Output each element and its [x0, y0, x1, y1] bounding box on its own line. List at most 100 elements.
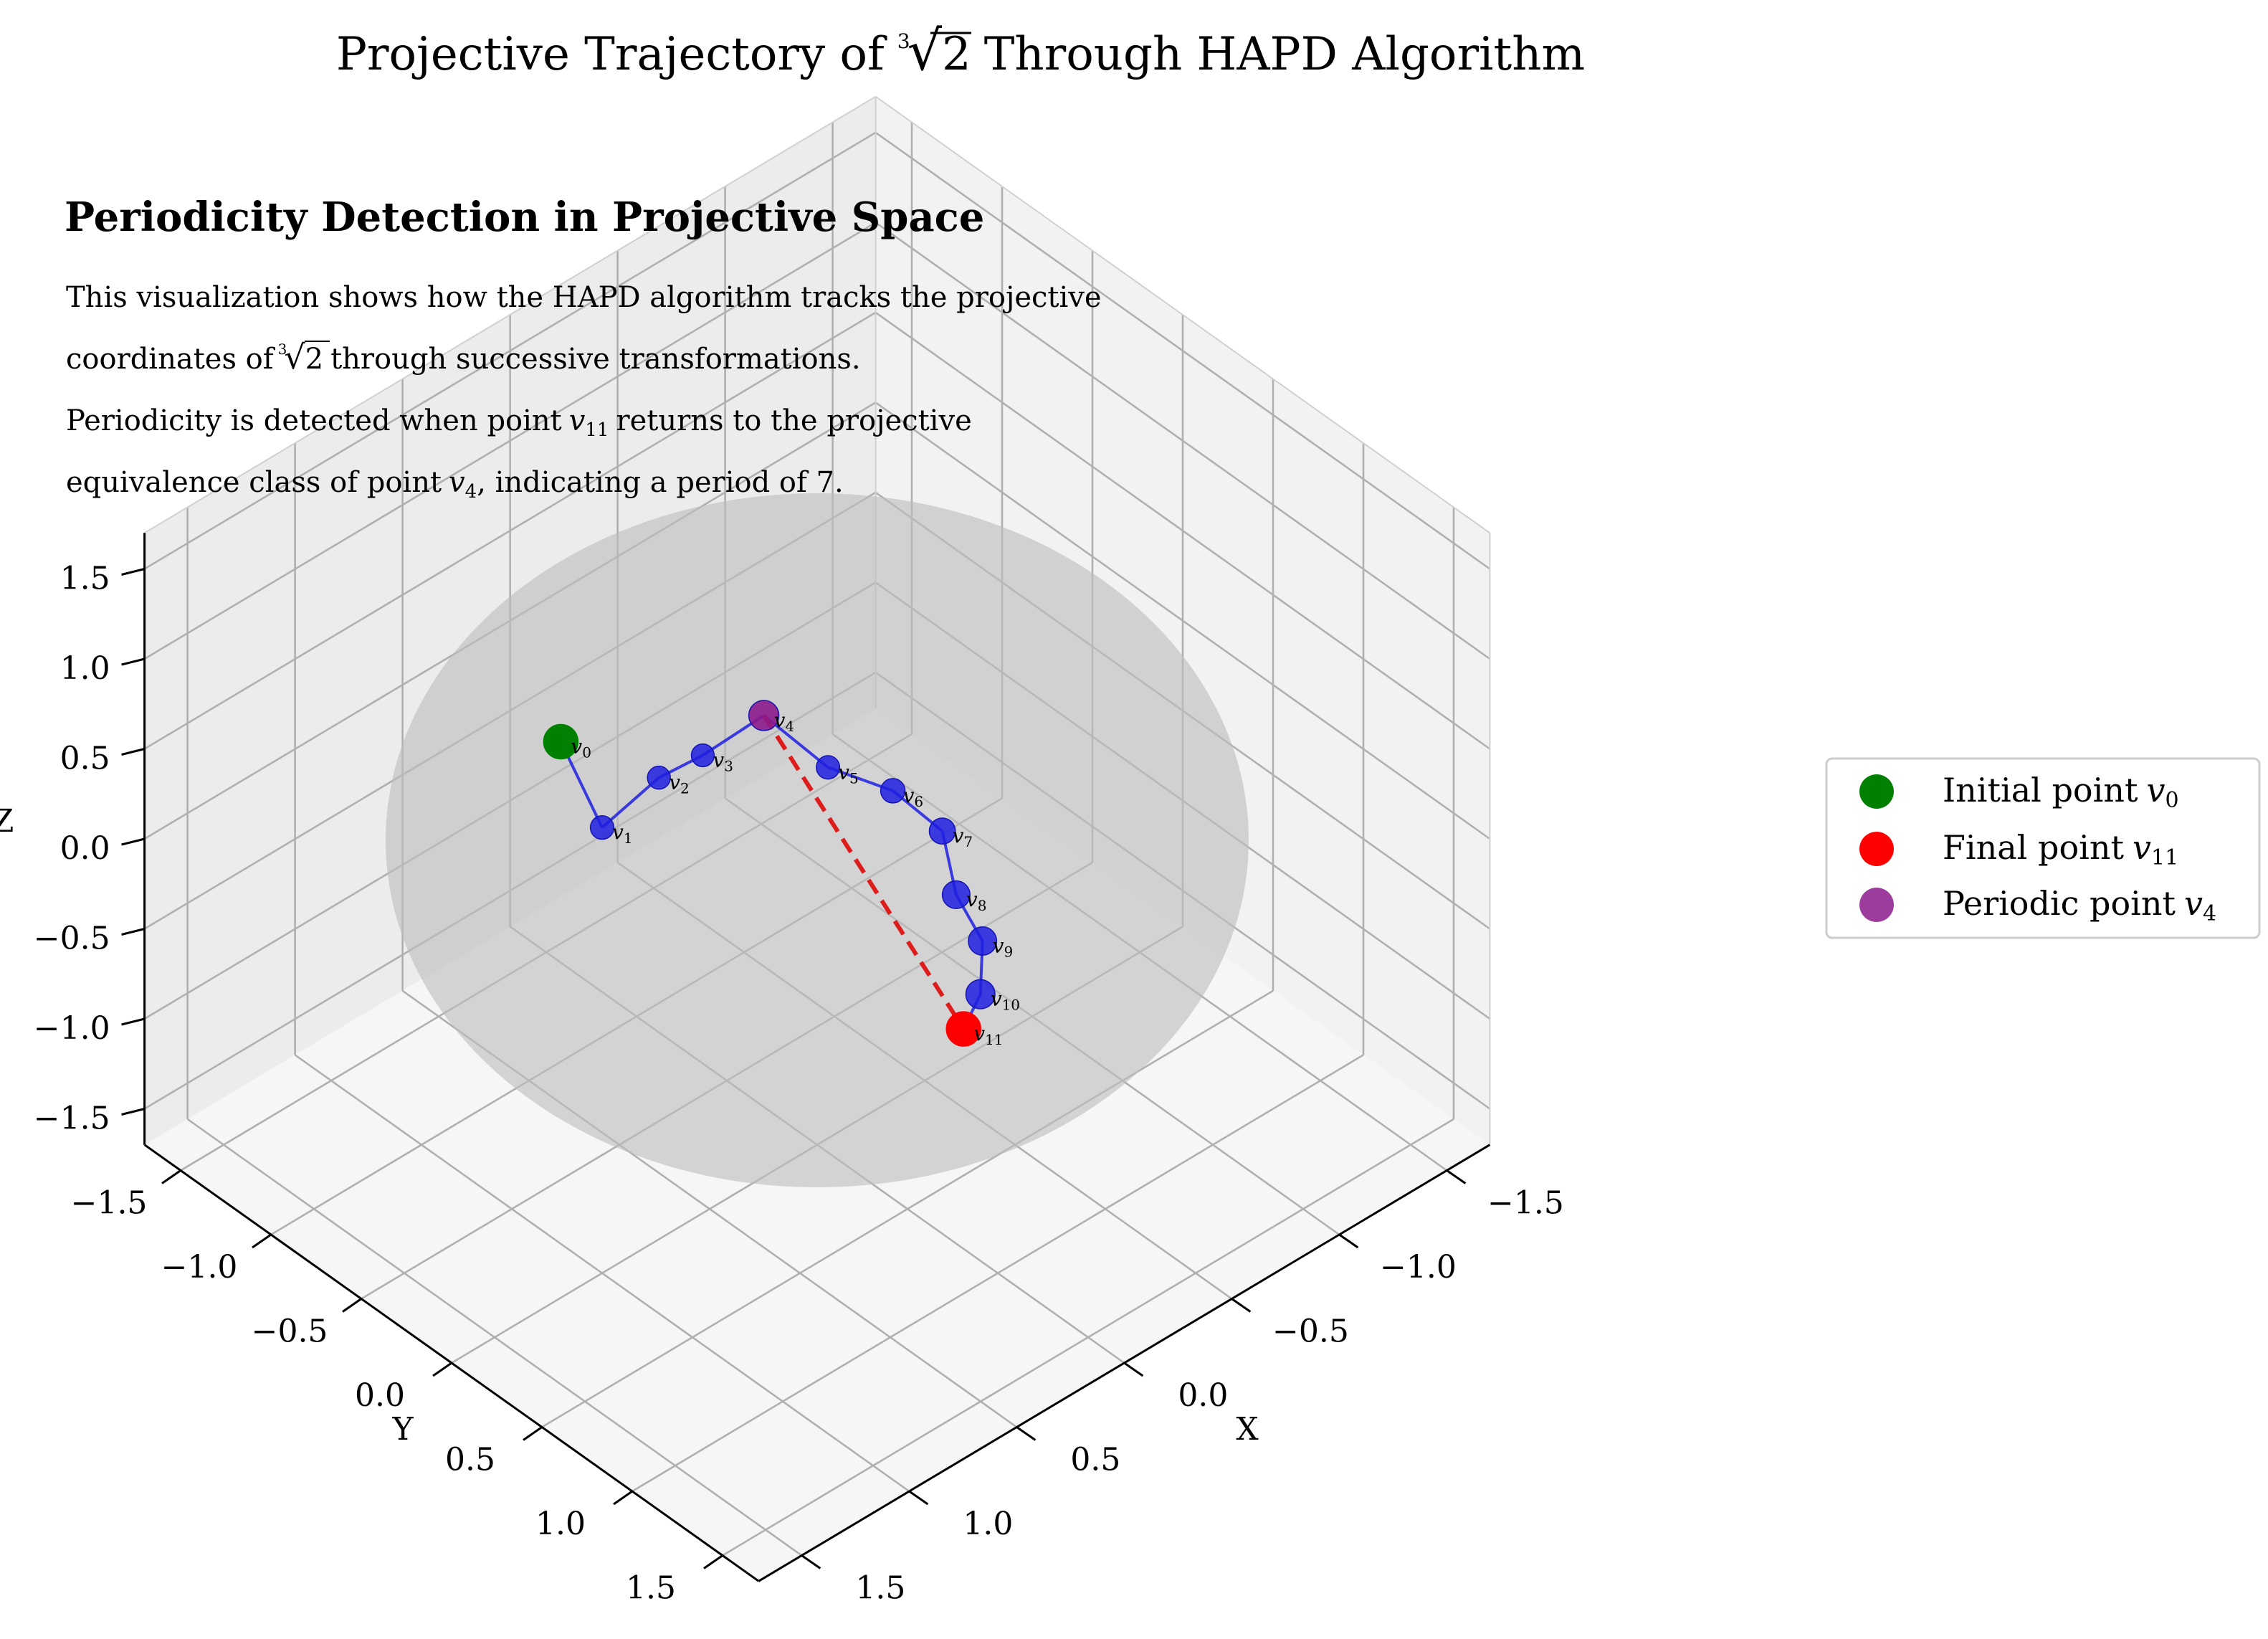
trajectory-point-label: v3: [713, 748, 733, 774]
trajectory-point-label: v6: [903, 784, 924, 810]
gridline-pane-x-horizontal: [875, 311, 1491, 750]
gridline-pane-y-horizontal: [143, 222, 877, 660]
z-axis-label: Z: [0, 803, 14, 840]
annotation-line-3: Periodicity is detected when point v11 ret…: [66, 404, 972, 441]
z-tick-label: −1.5: [34, 1101, 110, 1137]
period-link-line: [762, 714, 966, 1030]
trajectory-point-label: v9: [993, 934, 1014, 961]
point-label-sub: 9: [1004, 944, 1013, 961]
trajectory-point-label: v2: [669, 771, 690, 797]
y-tick-label: −1.5: [71, 1185, 148, 1222]
trajectory-point: [928, 817, 956, 845]
point-label-var: v: [973, 1022, 985, 1045]
y-tick-label: 0.5: [445, 1442, 495, 1478]
legend-frame: [1825, 757, 2261, 939]
trajectory-point: [965, 979, 996, 1009]
z-tick: [121, 568, 145, 576]
trajectory-point-label: v5: [838, 760, 859, 787]
y-tick: [252, 1233, 272, 1249]
x-axis-label: X: [1236, 1411, 1259, 1448]
point-label-var: v: [953, 824, 964, 847]
y-tick-label: 0.0: [355, 1377, 405, 1414]
y-axis-label: Y: [391, 1411, 414, 1448]
x-tick: [1338, 1233, 1359, 1249]
z-tick: [121, 928, 145, 936]
trajectory-point-label: v4: [774, 708, 795, 735]
trajectory-point-label: v0: [571, 735, 591, 761]
trajectory-point-label: v1: [612, 820, 633, 847]
x-axis-line: [758, 1144, 1491, 1582]
x-tick-label: 1.0: [963, 1506, 1013, 1542]
point-label-sub: 2: [680, 780, 690, 797]
x-tick-label: −0.5: [1272, 1313, 1349, 1350]
point-label-var: v: [669, 771, 680, 794]
x-tick-label: 0.5: [1070, 1442, 1120, 1478]
legend-label-initial: Initial point v0: [1943, 771, 2179, 813]
point-label-sub: 3: [724, 757, 733, 774]
annotation-line-2: coordinates of 3√2 through successive tran…: [66, 338, 861, 376]
title-radicand: 2: [942, 28, 971, 81]
pane-edge: [875, 95, 1490, 534]
x-tick: [1123, 1362, 1144, 1377]
y-tick: [703, 1554, 723, 1569]
y-tick: [342, 1298, 362, 1313]
y-tick-label: −0.5: [252, 1313, 328, 1350]
y-tick-label: −1.0: [161, 1249, 238, 1286]
point-label-sub: 8: [978, 897, 987, 914]
point-label-var: v: [612, 820, 624, 844]
periodic-point-marker: [748, 700, 780, 731]
point-label-sub: 6: [914, 793, 923, 810]
trajectory-point: [647, 765, 671, 790]
annotation-line-4: equivalence class of point v4, indicating…: [66, 466, 844, 503]
point-label-sub: 10: [1002, 997, 1020, 1014]
gridline-pane-x-horizontal: [875, 222, 1491, 660]
gridline-floor-y: [632, 1054, 1364, 1493]
annotation-heading: Periodicity Detection in Projective Spac…: [65, 194, 984, 241]
gridline-floor-x: [294, 1054, 910, 1493]
point-label-var: v: [713, 748, 724, 771]
point-label-sub: 4: [785, 718, 794, 735]
y-tick-label: 1.0: [535, 1506, 586, 1542]
x-tick: [801, 1554, 821, 1569]
x-tick-label: 1.5: [855, 1570, 905, 1607]
z-tick-label: 0.5: [60, 741, 110, 777]
x-tick: [1231, 1298, 1252, 1313]
unit-sphere: [386, 493, 1249, 1187]
gridline-floor-x: [186, 1118, 803, 1557]
z-tick: [121, 657, 145, 666]
z-tick-label: −1.0: [34, 1010, 110, 1047]
trajectory-point: [941, 880, 971, 910]
point-label-sub: 5: [849, 769, 859, 787]
z-tick-label: 1.0: [60, 650, 110, 687]
trajectory-point: [968, 926, 998, 956]
point-label-var: v: [774, 708, 786, 732]
trajectory-point-label: v11: [973, 1022, 1003, 1048]
point-label-sub: 11: [985, 1031, 1003, 1048]
y-tick: [613, 1490, 633, 1506]
point-label-var: v: [991, 987, 1002, 1011]
z-tick-label: −0.5: [34, 921, 110, 957]
gridline-pane-x-horizontal: [875, 402, 1491, 840]
initial-point-marker: [543, 723, 579, 760]
trajectory-point: [589, 815, 615, 840]
gridline-floor-y: [722, 1118, 1454, 1557]
point-label-sub: 7: [963, 833, 973, 850]
chart-title: Projective Trajectory of 3√2 Through HAPD …: [336, 19, 1585, 82]
x-tick-label: −1.0: [1380, 1249, 1457, 1286]
gridline-pane-y-horizontal: [143, 311, 877, 750]
trajectory-point-label: v7: [953, 824, 973, 850]
x-tick: [1446, 1169, 1467, 1184]
legend-label-periodic: Periodic point v4: [1943, 884, 2216, 926]
point-label-var: v: [571, 735, 582, 759]
legend-marker-periodic: [1859, 888, 1894, 922]
point-label-sub: 0: [582, 744, 591, 761]
x-tick-label: −1.5: [1487, 1185, 1564, 1222]
z-tick: [121, 837, 145, 846]
gridline-pane-y-horizontal: [143, 131, 877, 570]
point-label-var: v: [966, 888, 978, 911]
y-tick: [161, 1169, 181, 1184]
z-tick-label: 0.0: [60, 830, 110, 867]
z-tick: [121, 1108, 145, 1116]
